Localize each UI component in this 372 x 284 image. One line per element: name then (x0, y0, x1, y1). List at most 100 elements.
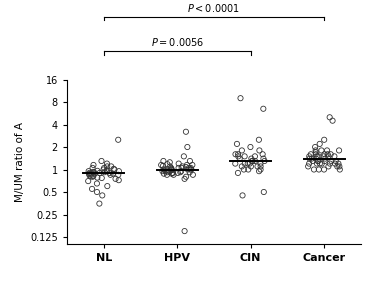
Point (306, 154, 312, 159)
Point (85, 179, 91, 183)
Point (256, 148, 262, 153)
Point (91, 170, 97, 174)
Point (188, 166, 194, 170)
Point (167, 160, 173, 164)
Point (314, 154, 320, 159)
Point (313, 156, 319, 161)
Point (111, 167, 117, 171)
Point (262, 159, 267, 163)
Point (99, 176, 105, 180)
Point (169, 167, 174, 172)
Point (189, 163, 195, 167)
Point (261, 190, 267, 194)
Point (92, 171, 97, 176)
Point (183, 174, 189, 179)
Point (179, 164, 185, 169)
Point (94, 190, 100, 194)
Point (315, 154, 321, 159)
Point (245, 161, 251, 166)
Point (90, 170, 96, 174)
Point (327, 161, 333, 166)
Point (187, 159, 193, 163)
Point (328, 152, 334, 156)
Point (232, 152, 238, 156)
Point (86, 169, 92, 174)
Point (158, 163, 164, 167)
Point (333, 159, 339, 163)
Y-axis label: M/UM ratio of A: M/UM ratio of A (15, 122, 25, 202)
Point (321, 154, 327, 159)
Point (170, 171, 176, 175)
Point (101, 166, 107, 170)
Point (314, 161, 320, 166)
Point (110, 171, 116, 176)
Point (169, 171, 175, 176)
Point (248, 164, 254, 169)
Point (102, 170, 108, 174)
Point (187, 170, 193, 174)
Point (326, 154, 331, 159)
Point (336, 148, 342, 153)
Point (256, 169, 262, 174)
Point (116, 178, 122, 182)
Point (104, 164, 110, 169)
Point (252, 154, 258, 159)
Point (321, 152, 327, 156)
Point (316, 167, 322, 172)
Point (242, 154, 248, 159)
Point (254, 164, 260, 169)
Point (258, 164, 264, 169)
Point (176, 161, 182, 166)
Point (115, 172, 121, 177)
Point (312, 145, 318, 149)
Point (308, 152, 314, 156)
Point (235, 171, 241, 175)
Point (113, 177, 119, 181)
Point (160, 164, 166, 168)
Point (104, 161, 110, 166)
Point (317, 161, 323, 166)
Point (90, 163, 96, 167)
Point (237, 156, 243, 161)
Point (250, 159, 256, 163)
Point (322, 159, 328, 163)
Point (161, 171, 167, 176)
Point (104, 184, 110, 188)
Point (99, 159, 105, 163)
Point (90, 174, 96, 178)
Point (315, 159, 321, 163)
Point (182, 177, 187, 181)
Point (245, 167, 251, 172)
Point (247, 161, 253, 166)
Point (257, 161, 263, 166)
Point (190, 172, 196, 177)
Point (315, 159, 321, 163)
Point (90, 166, 96, 170)
Point (163, 169, 169, 174)
Point (313, 150, 319, 154)
Point (327, 115, 333, 120)
Point (317, 142, 323, 146)
Point (318, 148, 324, 153)
Point (116, 169, 122, 174)
Point (94, 181, 100, 186)
Point (260, 106, 266, 111)
Point (240, 193, 246, 198)
Point (336, 161, 341, 166)
Point (179, 166, 185, 170)
Point (164, 162, 170, 166)
Point (164, 172, 170, 177)
Point (181, 154, 187, 159)
Point (257, 167, 263, 172)
Point (234, 142, 240, 146)
Point (97, 171, 103, 175)
Point (183, 130, 189, 134)
Point (90, 174, 96, 179)
Point (184, 163, 190, 167)
Point (168, 166, 174, 170)
Point (115, 137, 121, 142)
Point (164, 170, 170, 174)
Point (100, 167, 106, 172)
Point (160, 159, 166, 163)
Point (330, 118, 336, 123)
